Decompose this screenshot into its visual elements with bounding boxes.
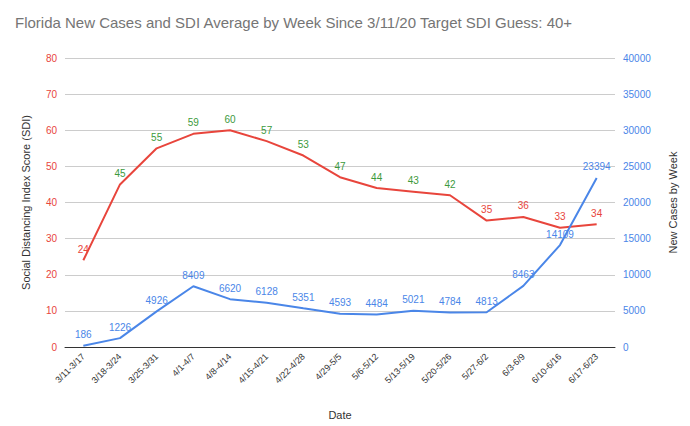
svg-text:4484: 4484 <box>366 298 389 309</box>
svg-text:Date: Date <box>328 409 351 421</box>
svg-text:57: 57 <box>261 125 273 136</box>
svg-text:25000: 25000 <box>623 161 651 172</box>
svg-text:4/22-4/28: 4/22-4/28 <box>273 351 307 385</box>
svg-text:20: 20 <box>46 269 58 280</box>
svg-text:3/18-3/24: 3/18-3/24 <box>90 351 124 385</box>
svg-text:6/17-6/23: 6/17-6/23 <box>566 351 600 385</box>
svg-text:New Cases by Week: New Cases by Week <box>667 151 679 253</box>
svg-text:55: 55 <box>151 132 163 143</box>
svg-text:4593: 4593 <box>329 297 352 308</box>
svg-text:6128: 6128 <box>256 286 279 297</box>
svg-text:6620: 6620 <box>219 283 242 294</box>
svg-text:6/10-6/16: 6/10-6/16 <box>530 351 564 385</box>
svg-text:44: 44 <box>371 172 383 183</box>
svg-text:24: 24 <box>78 244 90 255</box>
svg-text:40: 40 <box>46 197 58 208</box>
svg-text:60: 60 <box>46 125 58 136</box>
svg-text:8409: 8409 <box>182 270 205 281</box>
svg-text:30000: 30000 <box>623 125 651 136</box>
svg-text:35: 35 <box>481 204 493 215</box>
svg-text:5/13-5/19: 5/13-5/19 <box>383 351 417 385</box>
svg-text:4/1-4/7: 4/1-4/7 <box>170 351 197 378</box>
svg-text:35000: 35000 <box>623 89 651 100</box>
svg-text:4/15-4/21: 4/15-4/21 <box>236 351 270 385</box>
svg-text:5/27-6/2: 5/27-6/2 <box>460 351 490 381</box>
svg-text:70: 70 <box>46 89 58 100</box>
svg-text:4784: 4784 <box>439 296 462 307</box>
svg-text:36: 36 <box>518 200 530 211</box>
svg-text:43: 43 <box>408 175 420 186</box>
svg-text:10: 10 <box>46 305 58 316</box>
svg-text:4/8-4/14: 4/8-4/14 <box>203 351 233 381</box>
svg-text:1226: 1226 <box>109 322 132 333</box>
svg-text:45: 45 <box>114 168 126 179</box>
svg-text:4813: 4813 <box>476 296 499 307</box>
svg-text:5351: 5351 <box>292 292 315 303</box>
svg-text:5021: 5021 <box>402 294 425 305</box>
svg-text:Florida New Cases and SDI Aver: Florida New Cases and SDI Average by Wee… <box>15 14 572 31</box>
svg-text:4926: 4926 <box>146 295 169 306</box>
svg-text:59: 59 <box>188 117 200 128</box>
svg-text:6/3-6/9: 6/3-6/9 <box>500 351 527 378</box>
svg-text:47: 47 <box>334 161 346 172</box>
svg-text:34: 34 <box>591 208 603 219</box>
svg-text:5000: 5000 <box>623 305 646 316</box>
svg-text:186: 186 <box>75 329 92 340</box>
svg-text:40000: 40000 <box>623 53 651 64</box>
svg-text:80: 80 <box>46 53 58 64</box>
svg-text:14109: 14109 <box>546 229 574 240</box>
svg-text:4/29-5/5: 4/29-5/5 <box>313 351 343 381</box>
svg-text:23394: 23394 <box>583 161 611 172</box>
svg-text:0: 0 <box>623 342 629 353</box>
svg-text:0: 0 <box>51 342 57 353</box>
svg-text:5/20-5/26: 5/20-5/26 <box>420 351 454 385</box>
svg-text:5/6-5/12: 5/6-5/12 <box>350 351 380 381</box>
svg-text:15000: 15000 <box>623 233 651 244</box>
svg-text:8463: 8463 <box>512 269 535 280</box>
svg-text:20000: 20000 <box>623 197 651 208</box>
svg-text:3/25-3/31: 3/25-3/31 <box>126 351 160 385</box>
svg-text:33: 33 <box>554 211 566 222</box>
svg-text:42: 42 <box>444 179 456 190</box>
svg-text:30: 30 <box>46 233 58 244</box>
svg-text:Social Distancing Index Score: Social Distancing Index Score (SDI) <box>20 115 32 290</box>
svg-text:10000: 10000 <box>623 269 651 280</box>
svg-text:53: 53 <box>298 139 310 150</box>
svg-text:60: 60 <box>224 114 236 125</box>
svg-text:3/11-3/17: 3/11-3/17 <box>53 351 86 384</box>
svg-text:50: 50 <box>46 161 58 172</box>
